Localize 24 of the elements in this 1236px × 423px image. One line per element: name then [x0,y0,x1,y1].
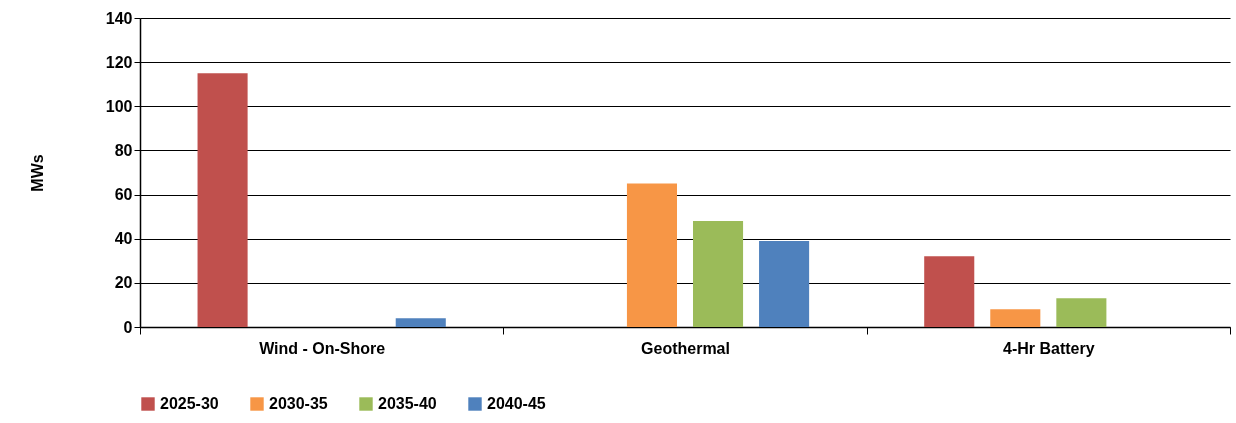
y-tick-label: 140 [105,9,133,27]
legend-label: 2025-30 [160,395,219,412]
legend-label: 2035-40 [378,395,437,412]
bar [692,221,744,327]
y-tick-label: 60 [114,186,133,204]
legend-label: 2040-45 [487,395,546,412]
bar [1056,298,1107,327]
y-tick-label: 120 [105,53,133,71]
y-axis-title: MWs [28,154,46,192]
bar [990,309,1041,327]
y-tick-label: 0 [123,318,133,336]
y-tick-label: 80 [114,141,133,159]
bar [197,73,248,327]
x-tick-label: Geothermal [641,339,730,357]
y-tick-label: 40 [114,230,133,248]
bar [759,240,810,327]
y-tick-label: 100 [105,97,133,115]
bar [924,256,975,327]
bar [395,318,446,327]
x-tick-label: 4-Hr Battery [1003,339,1095,357]
legend-label: 2030-35 [269,395,328,412]
x-tick-label: Wind - On-Shore [259,339,386,357]
bar [626,183,678,327]
y-tick-label: 20 [114,274,133,292]
